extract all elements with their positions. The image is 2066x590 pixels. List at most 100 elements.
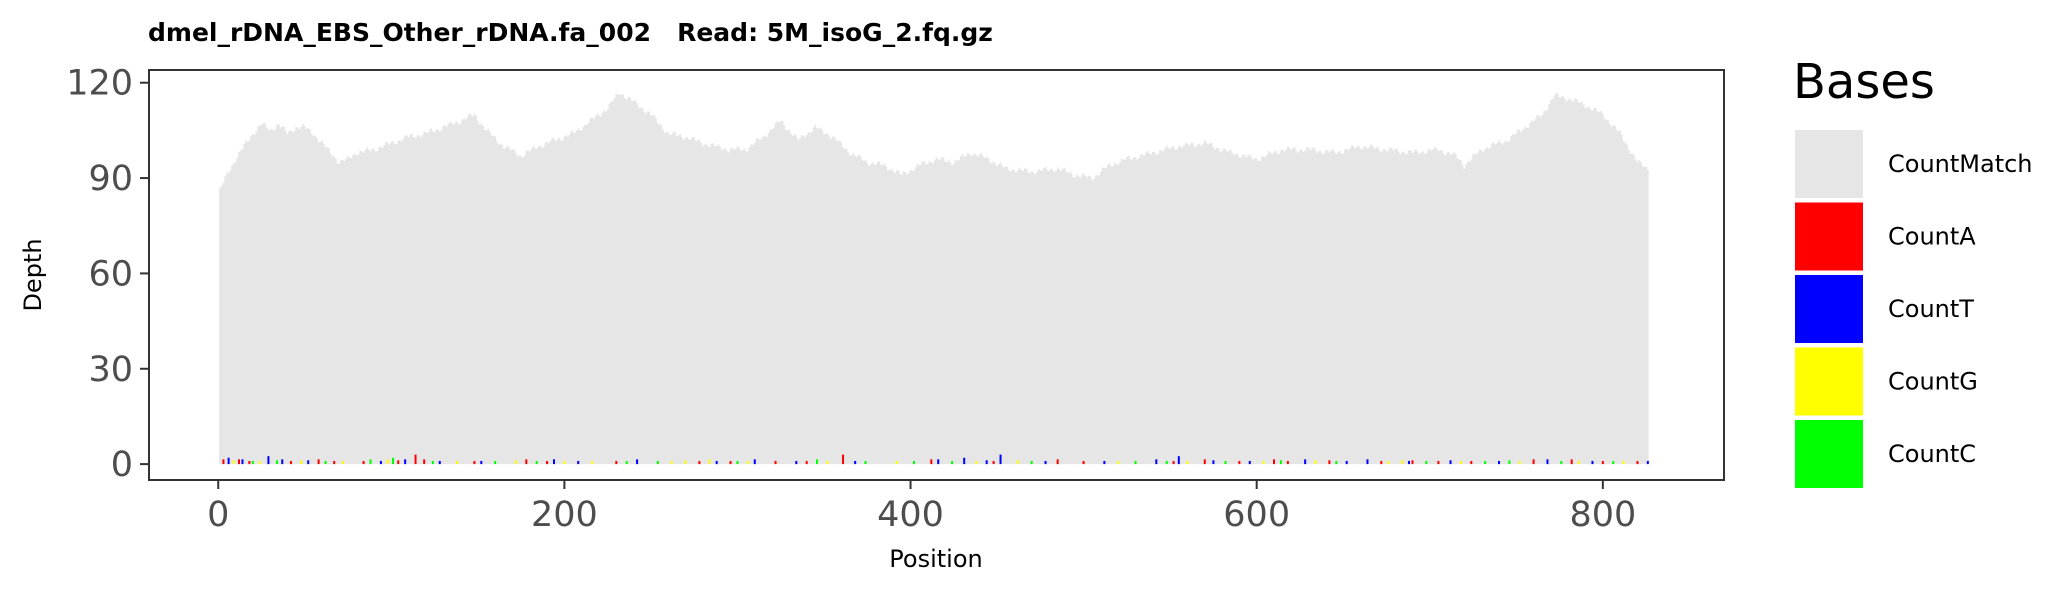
legend-swatch-counta [1795, 202, 1863, 271]
legend-title: Bases [1793, 54, 1935, 110]
bar-countg-14 [895, 460, 898, 465]
bar-counta-27 [1286, 460, 1289, 465]
bar-countt-9 [553, 459, 555, 465]
bar-counta-32 [1470, 460, 1473, 465]
bar-countt-22 [1155, 459, 1158, 465]
bar-countc-8 [625, 460, 628, 465]
bar-countc-2 [324, 460, 327, 465]
bar-countg-9 [670, 460, 673, 465]
series-countg [232, 459, 1625, 465]
bar-countc-12 [864, 460, 867, 465]
bar-countg-5 [456, 460, 459, 465]
bar-countg-12 [746, 460, 749, 465]
bar-countt-8 [480, 460, 483, 465]
bar-counta-21 [1056, 459, 1059, 465]
bar-countg-25 [1577, 460, 1580, 465]
legend-label-countmatch: CountMatch [1888, 150, 2033, 178]
bar-counta-35 [1601, 460, 1604, 465]
legend-entries: CountMatch CountA CountT CountG CountC [1795, 130, 2033, 488]
bar-countt-23 [1177, 456, 1180, 465]
bar-countc-24 [1560, 460, 1563, 465]
y-tick-label-60: 60 [88, 254, 133, 294]
bar-countc-10 [736, 460, 739, 465]
bar-countc-17 [1165, 460, 1168, 465]
bar-countg-4 [386, 459, 389, 465]
bar-countg-3 [341, 460, 344, 465]
bar-countg-22 [1401, 460, 1404, 465]
bar-countg-24 [1518, 460, 1521, 465]
bar-counta-11 [525, 459, 528, 465]
bar-countt-30 [1449, 460, 1452, 465]
bar-counta-22 [1082, 460, 1085, 465]
y-axis: 0 30 60 90 120 [66, 64, 149, 485]
bar-countc-3 [369, 459, 372, 465]
bar-countg-21 [1387, 460, 1390, 465]
bar-countt-7 [438, 460, 441, 465]
series-countmatch-area [219, 92, 1649, 465]
x-tick-label-200: 200 [531, 495, 598, 535]
bar-countc-6 [494, 460, 497, 465]
bar-countt-21 [1103, 460, 1106, 465]
bar-counta-7 [397, 460, 400, 465]
bar-countc-25 [1612, 460, 1615, 465]
bar-counta-31 [1437, 460, 1440, 465]
bar-counta-18 [842, 454, 845, 465]
bar-counta-16 [774, 460, 777, 465]
bar-countt-0 [227, 457, 230, 465]
bar-counta-6 [362, 460, 365, 465]
bar-countg-17 [1117, 460, 1120, 465]
bar-counta-30 [1411, 460, 1414, 465]
bar-counta-20 [992, 460, 995, 465]
bar-countt-13 [753, 459, 756, 465]
bar-countg-20 [1314, 460, 1317, 465]
bar-counta-4 [317, 459, 320, 465]
bar-counta-19 [930, 459, 933, 465]
bar-counta-17 [805, 460, 808, 465]
bar-countt-3 [281, 459, 284, 465]
y-axis-title: Depth [19, 238, 47, 311]
bar-countc-15 [1030, 460, 1033, 465]
legend-swatch-countc [1795, 420, 1863, 488]
bar-countc-1 [276, 460, 279, 465]
bar-countt-29 [1408, 460, 1410, 465]
bar-counta-34 [1570, 459, 1573, 465]
bar-countc-11 [816, 459, 819, 465]
bar-counta-28 [1328, 460, 1331, 465]
legend-label-counta: CountA [1888, 223, 1976, 251]
bar-countg-2 [300, 460, 303, 465]
bar-countt-18 [985, 460, 988, 465]
bar-countt-34 [1646, 460, 1649, 465]
y-tick-label-90: 90 [88, 159, 133, 199]
bar-countt-5 [379, 460, 382, 465]
series-counta [222, 454, 1639, 465]
legend-swatch-countt [1795, 275, 1863, 343]
bar-countg-15 [975, 460, 978, 465]
bar-countg-19 [1262, 460, 1265, 465]
x-tick-label-600: 600 [1223, 495, 1290, 535]
bar-counta-1 [238, 459, 240, 465]
bar-countt-33 [1591, 460, 1594, 465]
legend-label-countg: CountG [1888, 368, 1978, 396]
bar-counta-5 [333, 460, 336, 465]
y-tick-label-0: 0 [111, 445, 133, 485]
bar-countt-2 [267, 456, 270, 465]
bar-countc-18 [1224, 460, 1227, 465]
bar-countt-16 [937, 459, 940, 465]
bar-counta-0 [222, 459, 225, 465]
x-axis: 0 200 400 600 800 [207, 480, 1636, 535]
legend-swatch-countmatch [1795, 130, 1863, 198]
bar-countc-9 [656, 460, 659, 465]
y-tick-label-120: 120 [66, 64, 133, 104]
bar-countt-19 [999, 454, 1002, 465]
bar-countc-7 [535, 460, 538, 465]
bar-countt-4 [307, 460, 310, 465]
bar-countt-17 [963, 457, 966, 465]
bar-countc-14 [951, 460, 954, 465]
panel-border [148, 69, 1725, 481]
bar-counta-10 [473, 460, 476, 465]
bar-countg-8 [591, 460, 594, 465]
bar-countt-26 [1304, 459, 1307, 465]
bar-countt-25 [1248, 460, 1251, 465]
series-countt [227, 454, 1649, 465]
